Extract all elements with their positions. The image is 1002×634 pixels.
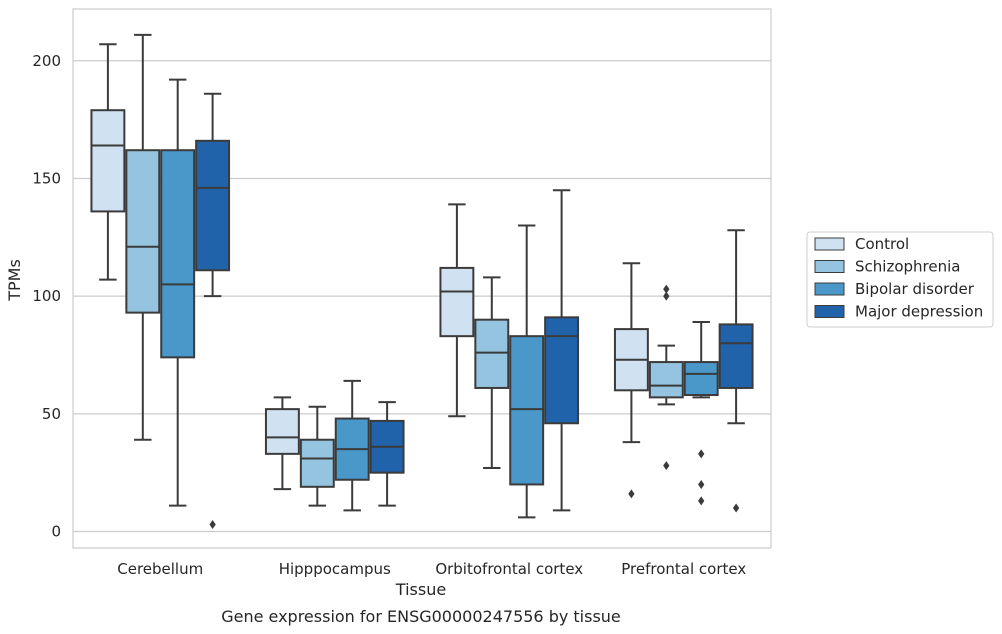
y-axis-title: TPMs <box>5 259 24 302</box>
y-tick-label: 150 <box>32 169 61 187</box>
box <box>160 149 196 359</box>
chart-caption: Gene expression for ENSG00000247556 by t… <box>221 607 621 626</box>
plot-frame <box>72 8 772 549</box>
box-group <box>509 224 545 519</box>
box-group <box>160 78 196 507</box>
legend-label: Major depression <box>855 303 983 321</box>
y-axis-ticks: 0 50 100 150 200 <box>32 52 61 541</box>
box <box>648 361 684 399</box>
box-group <box>369 401 405 507</box>
legend-swatch <box>814 260 845 273</box>
x-tick-label: Prefrontal cortex <box>621 560 746 578</box>
outlier-marker <box>698 449 705 459</box>
box-group <box>683 321 719 506</box>
outlier-marker <box>732 503 740 513</box>
box-group <box>195 92 231 529</box>
box-group <box>334 379 370 512</box>
box-group <box>648 284 684 471</box>
x-tick-label: Cerebellum <box>117 560 203 578</box>
box-group <box>544 189 580 512</box>
legend-label: Control <box>855 235 909 253</box>
legend-swatch <box>814 237 845 251</box>
box-plot-area <box>90 33 754 529</box>
x-axis-title: Tissue <box>395 580 446 599</box>
x-tick-label: Orbitofrontal cortex <box>435 560 583 578</box>
box-group <box>613 262 649 499</box>
box <box>509 335 545 486</box>
box <box>125 149 161 314</box>
box <box>474 318 510 389</box>
legend-label: Bipolar disorder <box>855 280 975 298</box>
box-group <box>299 405 335 507</box>
outlier-marker <box>663 291 670 301</box>
box-group <box>264 396 300 491</box>
box <box>195 139 231 272</box>
outlier-marker <box>698 479 705 489</box>
y-tick-label: 100 <box>32 287 61 305</box>
box <box>683 361 719 397</box>
legend: Control Schizophrenia Bipolar disorder Majo… <box>806 231 994 328</box>
box <box>439 266 475 338</box>
legend-swatch <box>814 282 845 296</box>
box-group <box>125 33 161 441</box>
box <box>544 316 580 425</box>
box-group <box>718 229 754 513</box>
box-group <box>439 203 475 418</box>
box <box>264 408 300 455</box>
box <box>90 109 126 213</box>
box-group <box>90 43 126 281</box>
x-tick-label: Hipppocampus <box>279 560 391 578</box>
outlier-marker <box>663 461 670 471</box>
box-group <box>474 276 510 469</box>
box <box>299 438 335 488</box>
legend-swatch <box>814 305 845 318</box>
y-tick-label: 50 <box>42 405 61 423</box>
outlier-marker <box>663 284 670 294</box>
legend-items: Control Schizophrenia Bipolar disorder Majo… <box>814 235 983 321</box>
outlier-marker <box>628 489 635 499</box>
y-tick-label: 0 <box>51 523 61 541</box>
legend-label: Schizophrenia <box>855 258 960 276</box>
x-axis-ticks: Cerebellum Hipppocampus Orbitofrontal cort… <box>117 560 746 578</box>
legend-frame <box>806 231 994 328</box>
outlier-marker <box>209 519 216 529</box>
outlier-marker <box>698 496 705 506</box>
y-tick-label: 200 <box>32 52 61 70</box>
box <box>718 323 754 389</box>
